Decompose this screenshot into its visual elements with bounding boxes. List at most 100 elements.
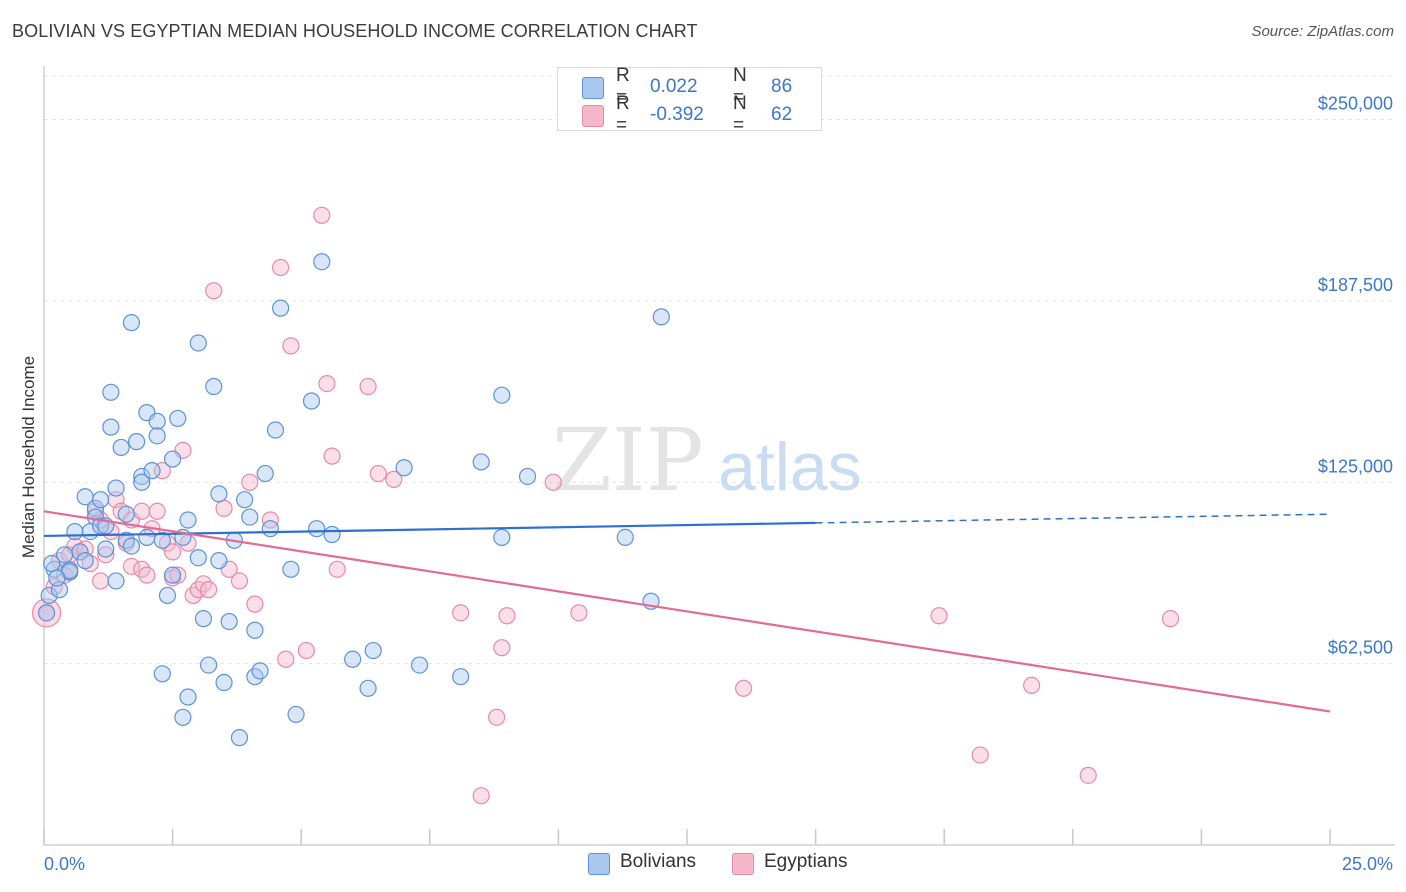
- bolivians-point: [91, 491, 110, 509]
- egyptians-point: [277, 650, 295, 668]
- bolivians-point: [179, 511, 197, 529]
- egyptians-point-cluster: [31, 598, 62, 628]
- bolivians-point: [148, 427, 166, 445]
- bolivians-swatch: [582, 77, 604, 99]
- bolivians-point: [143, 462, 161, 480]
- legend-r-value: 0.022: [650, 76, 698, 97]
- egyptians-points: [31, 206, 1180, 805]
- bolivians-point: [153, 531, 171, 549]
- x-tick-label: 0.0%: [44, 854, 85, 874]
- watermark-zip: ZIP: [552, 411, 704, 511]
- egyptians-point: [91, 572, 110, 590]
- bolivians-point: [493, 528, 511, 547]
- bolivians-point: [102, 418, 120, 436]
- grid-lines: [44, 75, 1395, 665]
- legend-n-value: 86: [771, 76, 793, 97]
- legend-n-value: 62: [771, 104, 793, 125]
- x-tick-label: 25.0%: [1342, 854, 1393, 874]
- bolivians-point: [117, 505, 135, 523]
- egyptians-point: [169, 566, 187, 584]
- bolivians-point: [236, 491, 254, 509]
- y-tick-label: $187,500: [1318, 275, 1393, 295]
- stats-legend: R = 0.022 N = 86 R = -0.392 N = 62: [557, 65, 822, 136]
- egyptians-point: [246, 595, 264, 613]
- bolivians-point: [220, 612, 238, 631]
- bolivians-point: [452, 668, 470, 686]
- egyptians-point: [261, 511, 279, 529]
- egyptians-point: [205, 282, 223, 300]
- bolivians-point: [169, 409, 187, 428]
- egyptians-point: [544, 473, 562, 491]
- bolivians-trend-line: [43, 521, 816, 538]
- egyptians-point: [498, 607, 516, 625]
- bolivians-point: [230, 729, 249, 747]
- bolivians-point: [61, 562, 79, 580]
- legend-r-label: R =: [616, 65, 630, 108]
- bolivians-point: [246, 621, 264, 639]
- bolivians-point: [40, 586, 58, 605]
- egyptians-point: [148, 502, 166, 520]
- bolivians-point: [302, 392, 321, 410]
- bolivians-point: [86, 499, 105, 517]
- egyptians-point: [230, 572, 249, 590]
- trend-lines: [43, 510, 1331, 713]
- bolivians-point: [261, 520, 279, 538]
- egyptians-point: [472, 787, 490, 805]
- bolivians-swatch: [588, 853, 610, 875]
- bolivians-point: [127, 433, 146, 451]
- bolivians-point: [272, 299, 290, 317]
- egyptians-point: [81, 554, 99, 573]
- egyptians-point: [200, 581, 218, 599]
- bolivians-point: [122, 537, 141, 555]
- bolivians-point: [112, 438, 130, 457]
- bolivians-point: [71, 543, 89, 561]
- bolivians-point: [189, 334, 207, 352]
- bolivians-point: [194, 610, 213, 628]
- bolivians-point: [359, 679, 377, 697]
- bolivians-point: [66, 522, 84, 541]
- egyptians-swatch: [732, 853, 754, 875]
- x-tick-labels: 0.0% 25.0%: [44, 854, 1393, 874]
- bolivians-point: [138, 528, 156, 547]
- bolivians-point: [308, 520, 326, 538]
- watermark-atlas: atlas: [718, 429, 862, 505]
- watermark: ZIP atlas: [552, 411, 862, 511]
- bolivians-point: [133, 467, 151, 486]
- egyptians-point: [215, 499, 233, 517]
- bolivians-points: [37, 253, 670, 747]
- bolivians-point: [344, 650, 362, 668]
- egyptians-trend-line: [43, 510, 1331, 713]
- bolivians-point: [472, 453, 490, 471]
- egyptians-point: [297, 641, 315, 660]
- bolivians-point: [164, 566, 182, 584]
- bolivians-point: [616, 528, 634, 547]
- bolivians-point: [122, 314, 141, 332]
- egyptians-point: [138, 566, 156, 584]
- bolivians-point: [179, 688, 197, 706]
- y-tick-label: $62,500: [1328, 638, 1393, 658]
- egyptians-point: [328, 560, 346, 578]
- egyptians-point: [241, 473, 259, 491]
- bolivians-point: [256, 464, 274, 483]
- bolivians-point: [395, 459, 413, 477]
- bolivians-point: [205, 377, 223, 396]
- y-axis-label: Median Household Income: [19, 356, 38, 558]
- bolivians-point: [410, 656, 429, 674]
- bolivians-point: [174, 708, 192, 726]
- bolivians-point: [493, 386, 511, 404]
- bolivians-point: [133, 473, 151, 491]
- bolivians-point: [107, 572, 125, 590]
- bolivians-point: [215, 673, 233, 692]
- bolivians-point: [107, 479, 125, 497]
- bolivians-point: [97, 540, 115, 558]
- bolivians-point: [164, 450, 182, 468]
- bolivians-point: [241, 508, 259, 526]
- egyptians-swatch: [582, 105, 604, 127]
- bolivians-point: [153, 665, 171, 683]
- egyptians-point: [488, 708, 506, 726]
- legend-r-value: -0.392: [650, 104, 704, 125]
- bolivians-point: [158, 586, 177, 605]
- bolivians-point: [102, 383, 120, 401]
- bolivians-point: [148, 412, 166, 430]
